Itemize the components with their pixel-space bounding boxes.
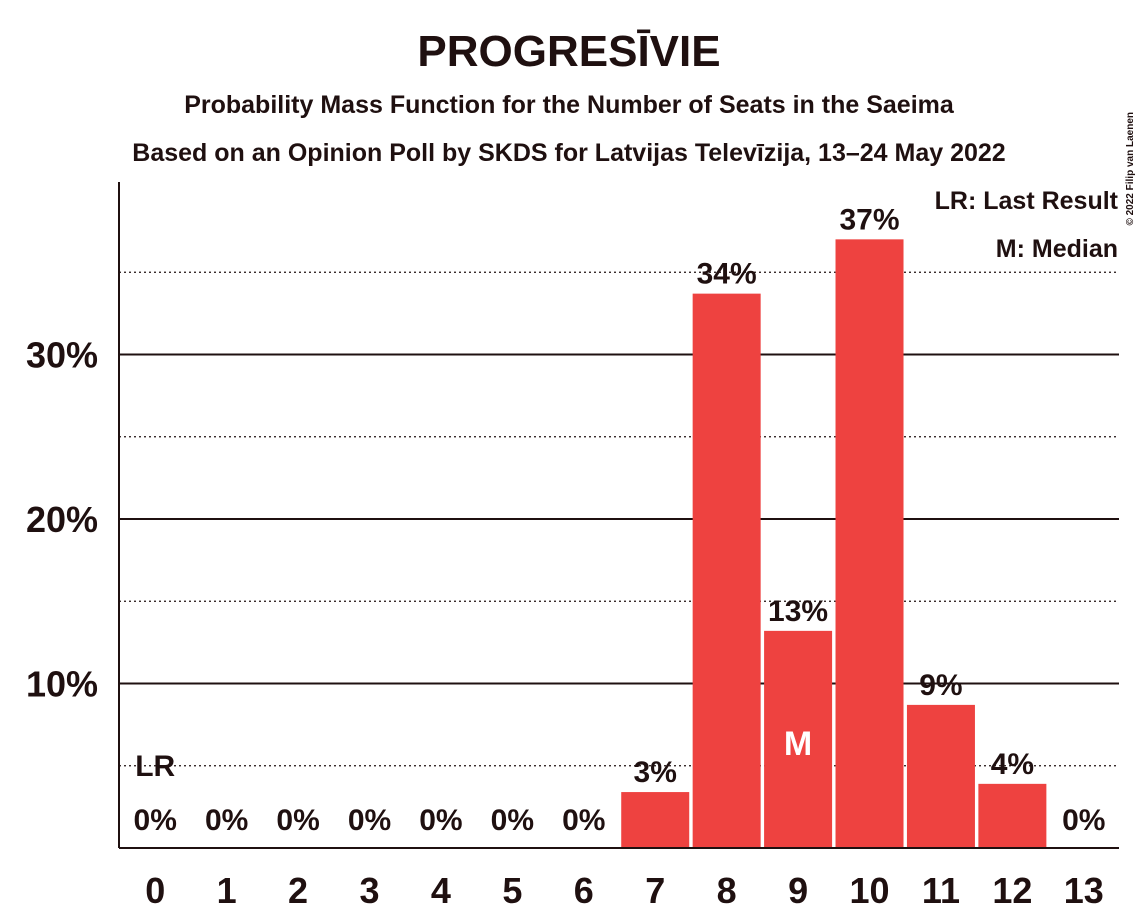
bar bbox=[692, 293, 761, 848]
bar bbox=[978, 783, 1047, 848]
x-tick-label: 10 bbox=[849, 870, 889, 911]
legend-median: M: Median bbox=[996, 235, 1118, 263]
x-tick-label: 8 bbox=[717, 870, 737, 911]
value-label: 34% bbox=[697, 258, 757, 291]
value-label: 37% bbox=[839, 203, 899, 236]
chart-subtitle-1: Probability Mass Function for the Number… bbox=[184, 91, 955, 119]
x-tick-label: 5 bbox=[502, 870, 522, 911]
value-label: 3% bbox=[634, 756, 677, 789]
chart-subtitle-2: Based on an Opinion Poll by SKDS for Lat… bbox=[132, 139, 1005, 167]
bars-group bbox=[621, 239, 1047, 849]
x-tick-label: 12 bbox=[992, 870, 1032, 911]
chart-title: PROGRESĪVIE bbox=[417, 27, 720, 76]
y-tick-label: 20% bbox=[26, 499, 98, 540]
bar bbox=[906, 704, 975, 848]
value-label: 0% bbox=[491, 804, 534, 837]
value-label: 4% bbox=[991, 748, 1034, 781]
x-tick-label: 4 bbox=[431, 870, 451, 911]
x-tick-label: 0 bbox=[145, 870, 165, 911]
x-tick-label: 2 bbox=[288, 870, 308, 911]
median-marker: M bbox=[784, 725, 812, 763]
value-label: 9% bbox=[919, 669, 962, 702]
value-label: 13% bbox=[768, 595, 828, 628]
x-tick-label: 9 bbox=[788, 870, 808, 911]
grid-lines bbox=[119, 271, 1119, 767]
x-tick-label: 13 bbox=[1064, 870, 1104, 911]
value-label: 0% bbox=[134, 804, 177, 837]
value-label: 0% bbox=[1062, 804, 1105, 837]
bar bbox=[835, 239, 904, 849]
value-label: 0% bbox=[419, 804, 462, 837]
legend-last-result: LR: Last Result bbox=[935, 187, 1119, 215]
bar bbox=[621, 792, 690, 848]
bar bbox=[764, 630, 833, 848]
y-tick-label: 10% bbox=[26, 664, 98, 705]
value-label: 0% bbox=[205, 804, 248, 837]
x-tick-label: 1 bbox=[217, 870, 237, 911]
x-tick-label: 7 bbox=[645, 870, 665, 911]
y-tick-label: 30% bbox=[26, 335, 98, 376]
labels-group: 10%20%30%0%0LR0%10%20%30%40%50%63%734%81… bbox=[26, 203, 1106, 911]
last-result-marker: LR bbox=[135, 750, 175, 783]
axes-group bbox=[118, 182, 1119, 849]
x-tick-label: 11 bbox=[922, 870, 960, 911]
value-label: 0% bbox=[562, 804, 605, 837]
value-label: 0% bbox=[276, 804, 319, 837]
copyright-note: © 2022 Filip van Laenen bbox=[1125, 112, 1136, 226]
x-tick-label: 3 bbox=[359, 870, 379, 911]
value-label: 0% bbox=[348, 804, 391, 837]
x-tick-label: 6 bbox=[574, 870, 594, 911]
